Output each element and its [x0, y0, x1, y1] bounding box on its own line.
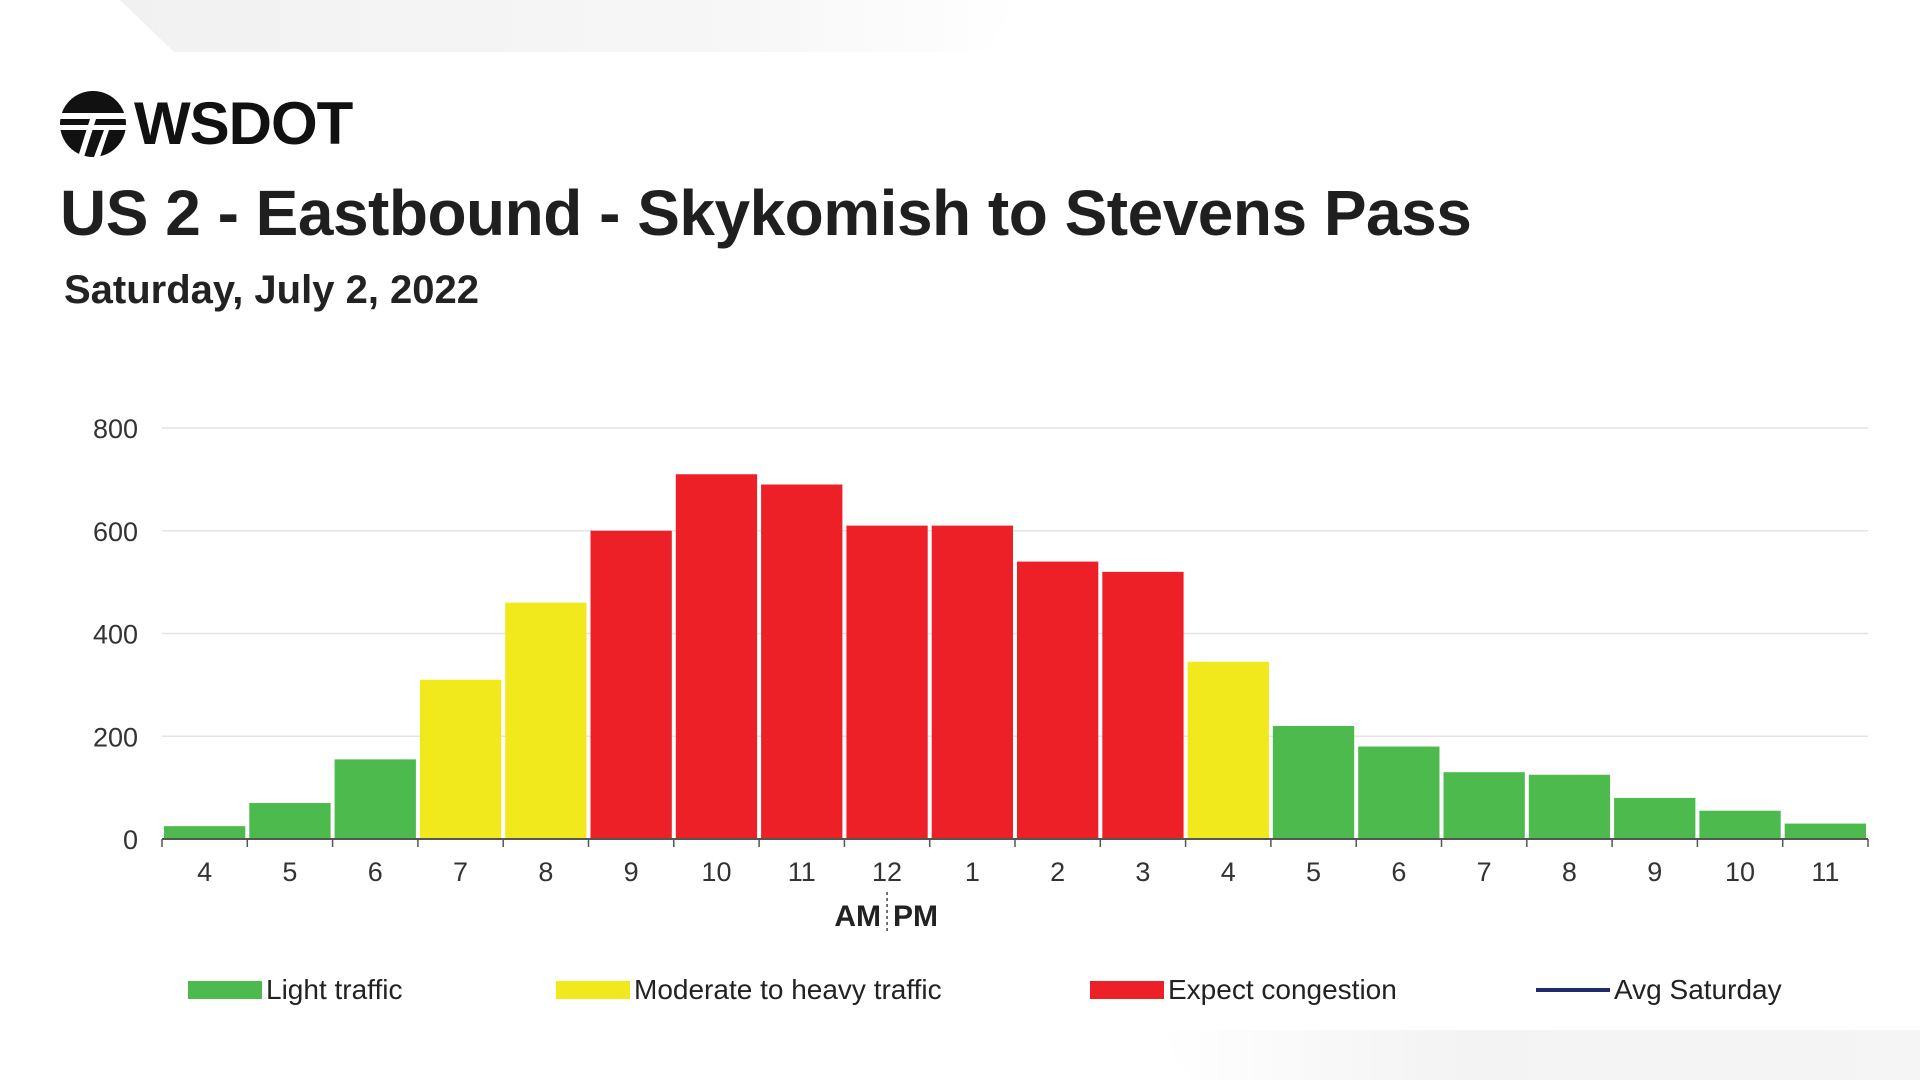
- x-tick-label: 2: [1050, 857, 1065, 887]
- x-tick-label: 11: [1811, 857, 1839, 887]
- legend-swatch-moderate: [556, 981, 630, 999]
- legend-swatch-light: [188, 981, 262, 999]
- bar: [164, 826, 246, 839]
- x-tick-label: 5: [282, 857, 297, 887]
- y-tick-label: 800: [93, 414, 138, 444]
- bar: [675, 474, 758, 839]
- x-tick-label: 7: [453, 857, 468, 887]
- bar: [1272, 725, 1355, 839]
- x-tick-label: 1: [965, 857, 980, 887]
- x-tick-label: 5: [1306, 857, 1321, 887]
- bar: [931, 525, 1013, 839]
- bar: [334, 759, 416, 839]
- bar: [1017, 561, 1099, 839]
- bar: [505, 602, 587, 839]
- x-tick-label: 9: [1647, 857, 1662, 887]
- bar: [249, 803, 331, 839]
- x-tick-label: 6: [368, 857, 383, 887]
- pm-label: PM: [893, 900, 938, 933]
- legend-label-moderate: Moderate to heavy traffic: [634, 974, 942, 1005]
- bar: [1187, 661, 1269, 839]
- y-tick-label: 0: [123, 825, 138, 855]
- legend-item-avg: Avg Saturday: [1536, 974, 1782, 1006]
- x-tick-label: 12: [872, 857, 902, 887]
- x-tick-label: 3: [1135, 857, 1150, 887]
- x-tick-label: 7: [1477, 857, 1492, 887]
- y-tick-label: 400: [93, 620, 138, 650]
- bar: [1528, 774, 1611, 839]
- legend-label-congestion: Expect congestion: [1168, 974, 1397, 1005]
- x-tick-label: 11: [788, 857, 816, 887]
- bar: [761, 484, 843, 839]
- legend-item-moderate: Moderate to heavy traffic: [556, 974, 942, 1006]
- bar: [1102, 571, 1184, 839]
- wsdot-emblem-icon: [60, 91, 126, 157]
- legend-label-avg: Avg Saturday: [1614, 974, 1782, 1005]
- x-tick-label: 4: [197, 857, 212, 887]
- bar: [846, 525, 928, 839]
- x-tick-label: 8: [1562, 857, 1577, 887]
- page-title: US 2 - Eastbound - Skykomish to Stevens …: [60, 177, 1472, 249]
- legend-item-congestion: Expect congestion: [1090, 974, 1397, 1006]
- logo-text: WSDOT: [134, 90, 353, 157]
- y-tick-label: 200: [93, 722, 138, 752]
- bars: [164, 474, 1866, 839]
- bar: [1699, 810, 1781, 839]
- legend: Light traffic Moderate to heavy traffic …: [0, 974, 1920, 1014]
- bar: [1443, 772, 1525, 839]
- legend-item-light: Light traffic: [188, 974, 402, 1006]
- x-tick-label: 10: [701, 857, 731, 887]
- bar: [590, 530, 672, 839]
- bar: [1614, 797, 1696, 839]
- date-subtitle: Saturday, July 2, 2022: [64, 268, 480, 312]
- bar: [419, 679, 502, 839]
- legend-label-light: Light traffic: [266, 974, 403, 1005]
- x-tick-label: 10: [1725, 857, 1755, 887]
- bar: [1784, 823, 1866, 839]
- gridlines: [162, 427, 1868, 737]
- legend-swatch-avg: [1536, 988, 1610, 992]
- legend-swatch-congestion: [1090, 981, 1164, 999]
- x-tick-label: 6: [1391, 857, 1406, 887]
- x-tick-label: 4: [1221, 857, 1236, 887]
- am-label: AM: [834, 900, 881, 933]
- x-tick-label: 9: [624, 857, 639, 887]
- y-tick-label: 600: [93, 517, 138, 547]
- x-tick-label: 8: [538, 857, 553, 887]
- decorative-banner-top: [120, 0, 1020, 52]
- wsdot-logo: WSDOT: [58, 88, 353, 160]
- bar: [1358, 746, 1440, 839]
- decorative-banner-bottom: [1160, 1030, 1920, 1080]
